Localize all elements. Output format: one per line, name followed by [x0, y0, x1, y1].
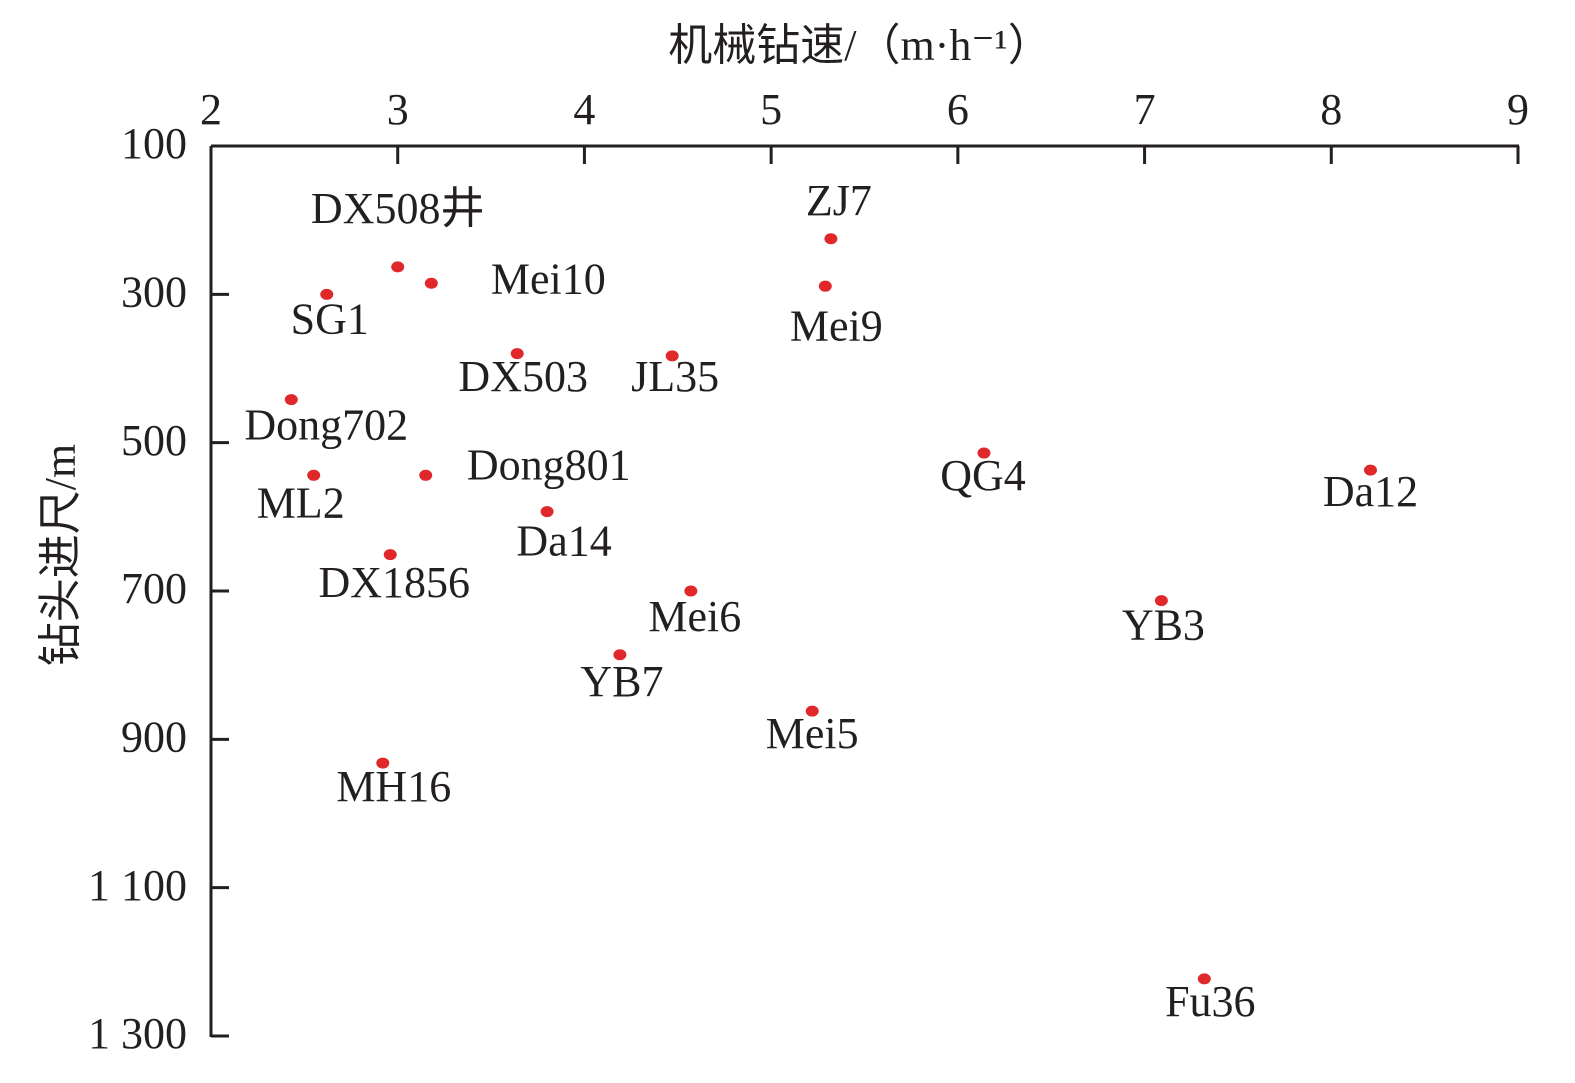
point-label: Da12 — [1323, 467, 1418, 516]
x-axis-label: 机械钻速/（m·h⁻¹） — [668, 21, 1052, 70]
point — [1197, 973, 1211, 985]
x-tick-label: 4 — [573, 85, 595, 134]
x-tick-label: 6 — [947, 85, 969, 134]
x-tick-label: 2 — [200, 85, 222, 134]
x-tick-label: 7 — [1134, 85, 1156, 134]
point — [307, 469, 321, 481]
y-tick-label: 500 — [121, 416, 187, 465]
y-axis-label: 钻头进尺/m — [36, 444, 85, 666]
point-label: Dong801 — [467, 440, 631, 489]
point — [665, 350, 679, 362]
point-label: Dong702 — [244, 401, 408, 450]
point — [977, 447, 991, 459]
x-tick-label: 5 — [760, 85, 782, 134]
x-tick-label: 3 — [387, 85, 409, 134]
point — [613, 649, 627, 661]
y-tick-label: 700 — [121, 564, 187, 613]
point-label: Mei9 — [790, 301, 883, 350]
y-tick-label: 1 100 — [88, 861, 187, 910]
y-tick-label: 100 — [121, 119, 187, 168]
point-label: Mei5 — [766, 709, 859, 758]
point-label: YB3 — [1122, 601, 1205, 650]
point — [684, 585, 698, 597]
point — [1363, 464, 1377, 476]
y-tick-label: 900 — [121, 712, 187, 761]
point-label: JL35 — [631, 352, 719, 401]
point-label: Mei6 — [648, 592, 741, 641]
point-label: QG4 — [940, 451, 1026, 500]
point — [818, 280, 832, 292]
y-tick-label: 1 300 — [88, 1009, 187, 1058]
point-label: DX503 — [458, 352, 588, 401]
point — [320, 288, 334, 300]
point — [419, 469, 433, 481]
point — [391, 261, 405, 273]
point — [510, 348, 524, 360]
y-tick-label: 300 — [121, 267, 187, 316]
point-label: SG1 — [291, 294, 369, 343]
point — [284, 394, 298, 406]
point — [540, 506, 554, 518]
point-label: DX1856 — [318, 558, 470, 607]
x-tick-label: 8 — [1320, 85, 1342, 134]
point-label: Da14 — [516, 517, 611, 566]
point — [824, 233, 838, 245]
point-label: ZJ7 — [806, 176, 872, 225]
point — [805, 705, 819, 717]
point — [376, 757, 390, 769]
point-label: Fu36 — [1165, 977, 1255, 1026]
point — [1154, 595, 1168, 607]
point-label: MH16 — [336, 762, 451, 811]
point-label: YB7 — [580, 657, 663, 706]
point-label: ML2 — [257, 478, 345, 527]
x-tick-label: 9 — [1507, 85, 1529, 134]
point — [383, 549, 397, 561]
point-label: Mei10 — [491, 254, 606, 303]
point-label: DX508井 — [311, 184, 485, 233]
point — [424, 277, 438, 289]
